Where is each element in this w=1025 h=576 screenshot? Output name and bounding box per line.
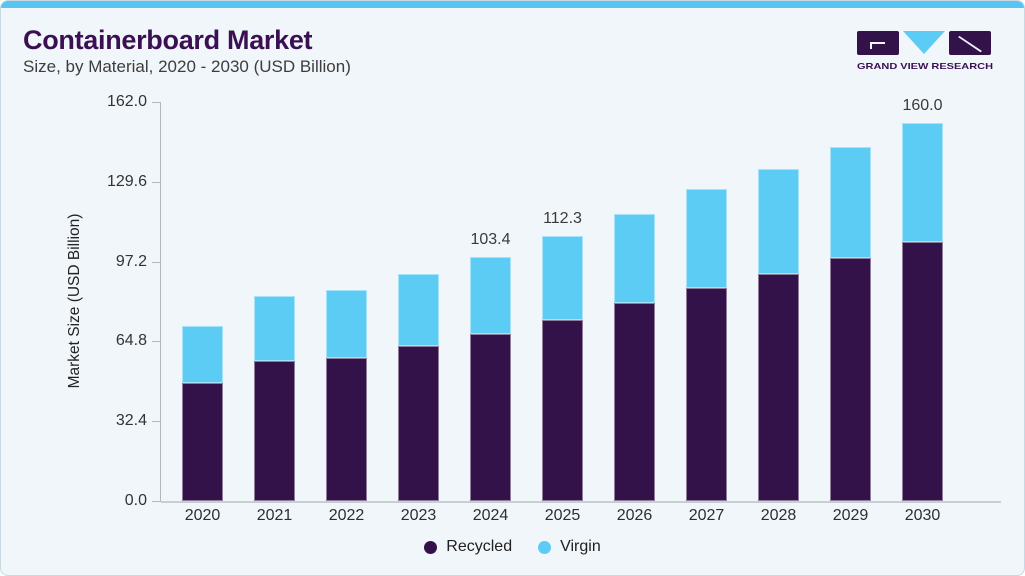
- gvr-logo-g-glyph: [870, 42, 885, 49]
- bar-2020-virgin: [182, 326, 223, 384]
- gvr-logo-r-glyph: [958, 36, 982, 53]
- bar-2029-recycled: [830, 257, 871, 501]
- x-tick-label-2029: 2029: [832, 507, 869, 524]
- bar-value-label-2030: 160.0: [902, 96, 943, 114]
- chart-subtitle: Size, by Material, 2020 - 2030 (USD Bill…: [23, 57, 351, 76]
- y-tick-mark: [152, 261, 161, 263]
- y-axis-spine: [160, 102, 161, 502]
- bar-value-label-2024: 103.4: [470, 230, 511, 248]
- y-tick-label: 0.0: [124, 492, 147, 509]
- legend-item-virgin: Virgin: [538, 538, 601, 556]
- gvr-logo-text: GRAND VIEW RESEARCH: [857, 61, 993, 71]
- y-axis-title: Market Size (USD Billion): [66, 213, 83, 389]
- bar-2024-virgin: [470, 256, 511, 335]
- bar-2027-virgin: [686, 188, 727, 288]
- bar-2021-recycled: [254, 361, 295, 501]
- x-tick-label-2021: 2021: [256, 507, 293, 524]
- bar-2026-recycled: [614, 302, 655, 501]
- legend-label-recycled: Recycled: [446, 538, 513, 555]
- y-tick-label: 32.4: [115, 412, 147, 430]
- chart-title: Containerboard Market: [23, 25, 313, 55]
- plot-area: 103.4 112.3 160.0: [161, 97, 1001, 501]
- legend: Recycled Virgin: [1, 538, 1024, 556]
- bar-2022-recycled: [326, 357, 367, 501]
- bar-2026-virgin: [614, 214, 655, 303]
- y-tick-label: 162.0: [106, 93, 147, 110]
- y-tick-mark: [152, 501, 161, 502]
- legend-dot-virgin: [538, 540, 552, 554]
- bar-2028-recycled: [758, 274, 799, 501]
- gvr-logo: GRAND VIEW RESEARCH: [857, 31, 993, 71]
- bar-2027-recycled: [686, 288, 727, 501]
- legend-item-recycled: Recycled: [424, 538, 512, 556]
- bar-2030-virgin: [902, 122, 943, 242]
- bar-2022-virgin: [326, 289, 367, 358]
- bar-2029-virgin: [830, 147, 871, 258]
- bar-2021-virgin: [254, 296, 295, 362]
- y-tick-label: 64.8: [115, 332, 147, 350]
- x-tick-label-2023: 2023: [400, 507, 437, 524]
- x-tick-label-2030: 2030: [904, 507, 941, 524]
- legend-label-virgin: Virgin: [560, 538, 601, 555]
- bar-2024-recycled: [470, 334, 511, 501]
- bar-2023-recycled: [398, 345, 439, 501]
- bar-2020-recycled: [182, 383, 223, 501]
- x-axis-spine: [161, 501, 1001, 503]
- bar-2025-recycled: [542, 319, 583, 501]
- y-tick-label: 129.6: [106, 172, 147, 190]
- gvr-logo-v-triangle: [903, 31, 945, 54]
- bar-2030-recycled: [902, 241, 943, 501]
- x-tick-label-2025: 2025: [544, 507, 581, 524]
- bar-2025-virgin: [542, 235, 583, 320]
- y-tick-mark: [152, 421, 161, 423]
- y-tick-label: 97.2: [115, 252, 147, 270]
- x-tick-label-2022: 2022: [328, 507, 365, 524]
- x-tick-label-2024: 2024: [472, 507, 509, 524]
- y-tick-mark: [152, 102, 161, 103]
- x-tick-label-2026: 2026: [616, 507, 653, 524]
- legend-dot-recycled: [424, 540, 438, 554]
- y-tick-mark: [152, 341, 161, 343]
- bar-2028-virgin: [758, 169, 799, 275]
- x-tick-label-2028: 2028: [760, 507, 797, 524]
- card-top-accent: [1, 1, 1024, 8]
- bar-2023-virgin: [398, 274, 439, 346]
- x-tick-label-2020: 2020: [184, 507, 221, 524]
- bar-value-label-2025: 112.3: [543, 209, 582, 227]
- x-tick-label-2027: 2027: [688, 507, 725, 524]
- y-tick-mark: [152, 181, 161, 183]
